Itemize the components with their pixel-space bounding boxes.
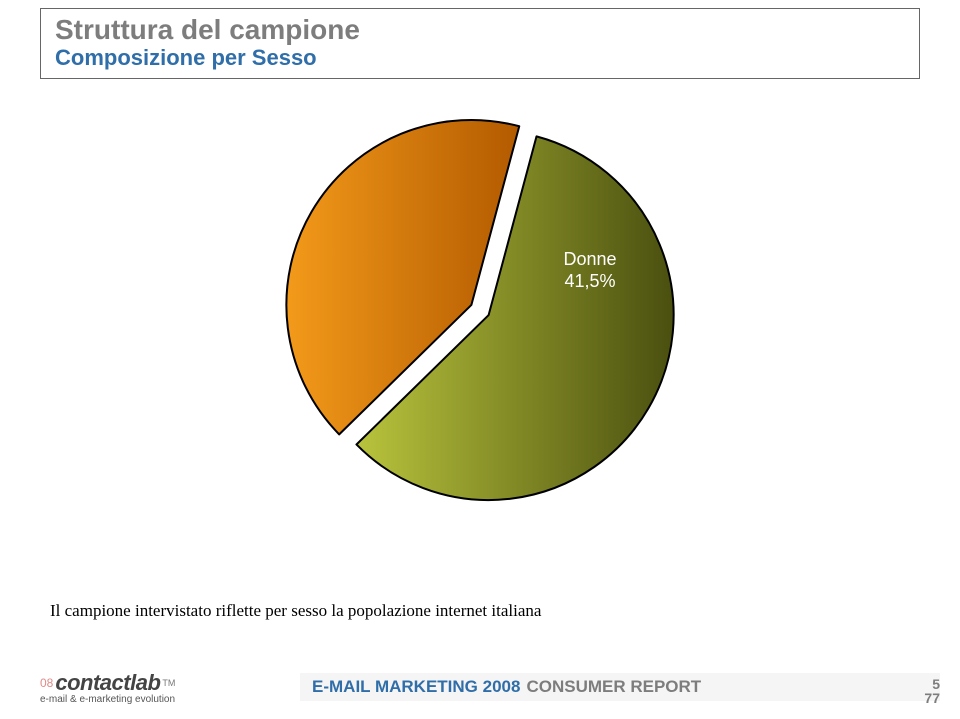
logo-tagline: e-mail & e-marketing evolution: [40, 694, 175, 705]
page-number: 5 77: [924, 677, 940, 705]
title-bar: Struttura del campione Composizione per …: [40, 8, 920, 79]
logo-badge: 08: [40, 676, 53, 690]
page-current: 5: [924, 677, 940, 691]
pie-chart: Uomini58,5%Donne41,5%: [230, 100, 730, 540]
page-total: 77: [924, 691, 940, 705]
pie-chart-area: Uomini58,5%Donne41,5%: [0, 100, 960, 580]
footer-brand-a: E-MAIL MARKETING 2008: [312, 677, 520, 697]
page-subtitle: Composizione per Sesso: [55, 46, 905, 70]
caption-text: Il campione intervistato riflette per se…: [50, 601, 541, 621]
logo-tm: TM: [162, 678, 175, 688]
logo-name: contactlab: [55, 670, 160, 696]
slice-label-value-1: 41,5%: [564, 271, 615, 291]
brand-logo: 08 contactlab TM e-mail & e-marketing ev…: [40, 670, 175, 705]
page-title: Struttura del campione: [55, 15, 905, 46]
footer-bar: E-MAIL MARKETING 2008 CONSUMER REPORT: [300, 673, 940, 701]
footer-brand-b: CONSUMER REPORT: [526, 677, 701, 697]
slice-label-name-1: Donne: [563, 249, 616, 269]
